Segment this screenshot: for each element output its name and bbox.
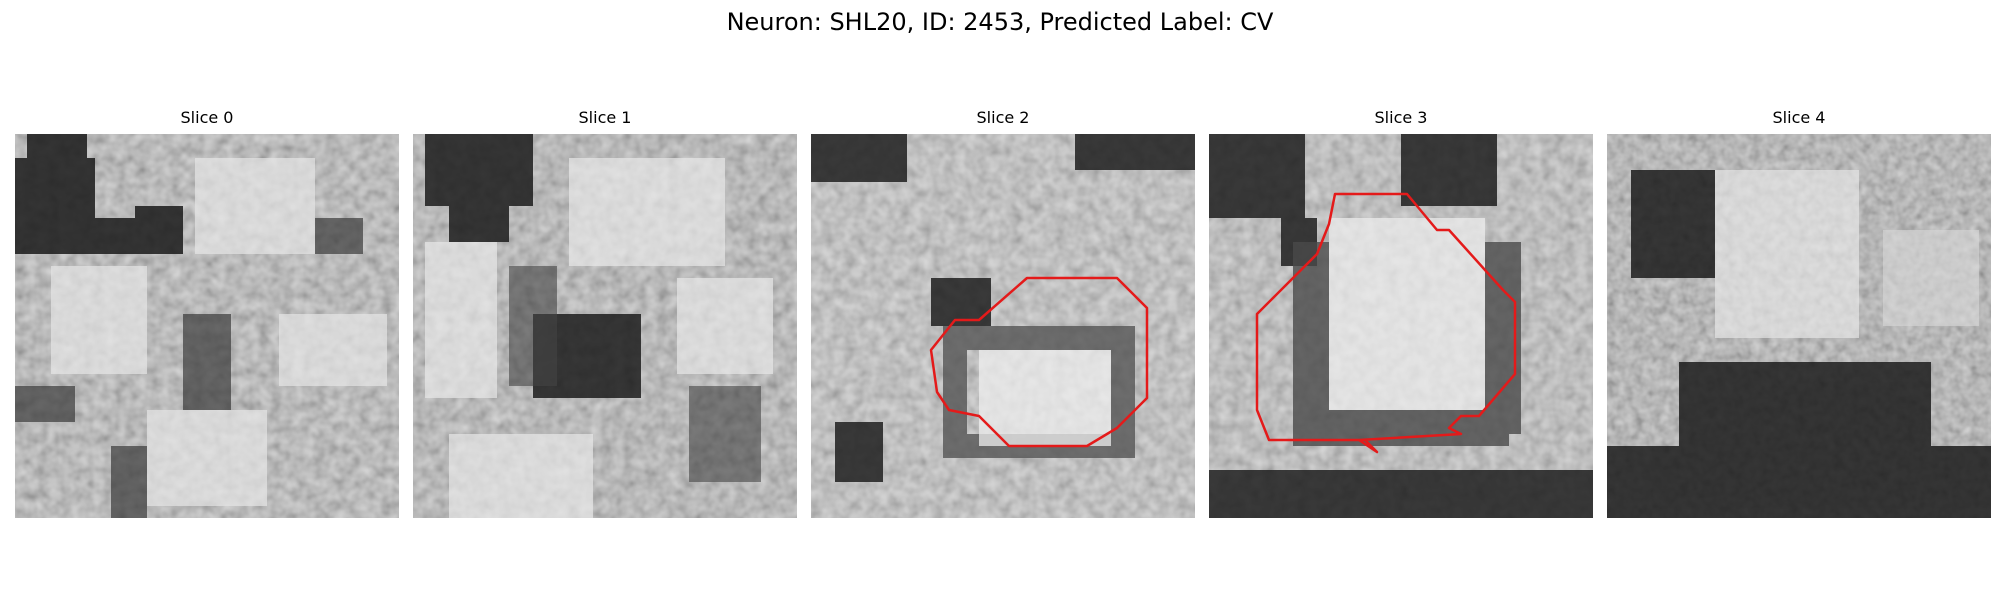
slice-panel-0: Slice 0 [15, 108, 399, 518]
slice-title-1: Slice 1 [578, 108, 632, 127]
slice-image-3 [1209, 134, 1593, 518]
figure-title: Neuron: SHL20, ID: 2453, Predicted Label… [726, 8, 1274, 36]
slice-image-0 [15, 134, 399, 518]
slice-image-2 [811, 134, 1195, 518]
slice-title-2: Slice 2 [976, 108, 1030, 127]
slice-image-1 [413, 134, 797, 518]
slice-panel-1: Slice 1 [413, 108, 797, 518]
slice-panel-2: Slice 2 [811, 108, 1195, 518]
slice-title-4: Slice 4 [1772, 108, 1826, 127]
cell-contour [1255, 192, 1517, 454]
slice-title-0: Slice 0 [180, 108, 234, 127]
slice-panel-4: Slice 4 [1607, 108, 1991, 518]
slice-panel-3: Slice 3 [1209, 108, 1593, 518]
slice-image-4 [1607, 134, 1991, 518]
slice-title-3: Slice 3 [1374, 108, 1428, 127]
cell-contour [929, 276, 1149, 448]
